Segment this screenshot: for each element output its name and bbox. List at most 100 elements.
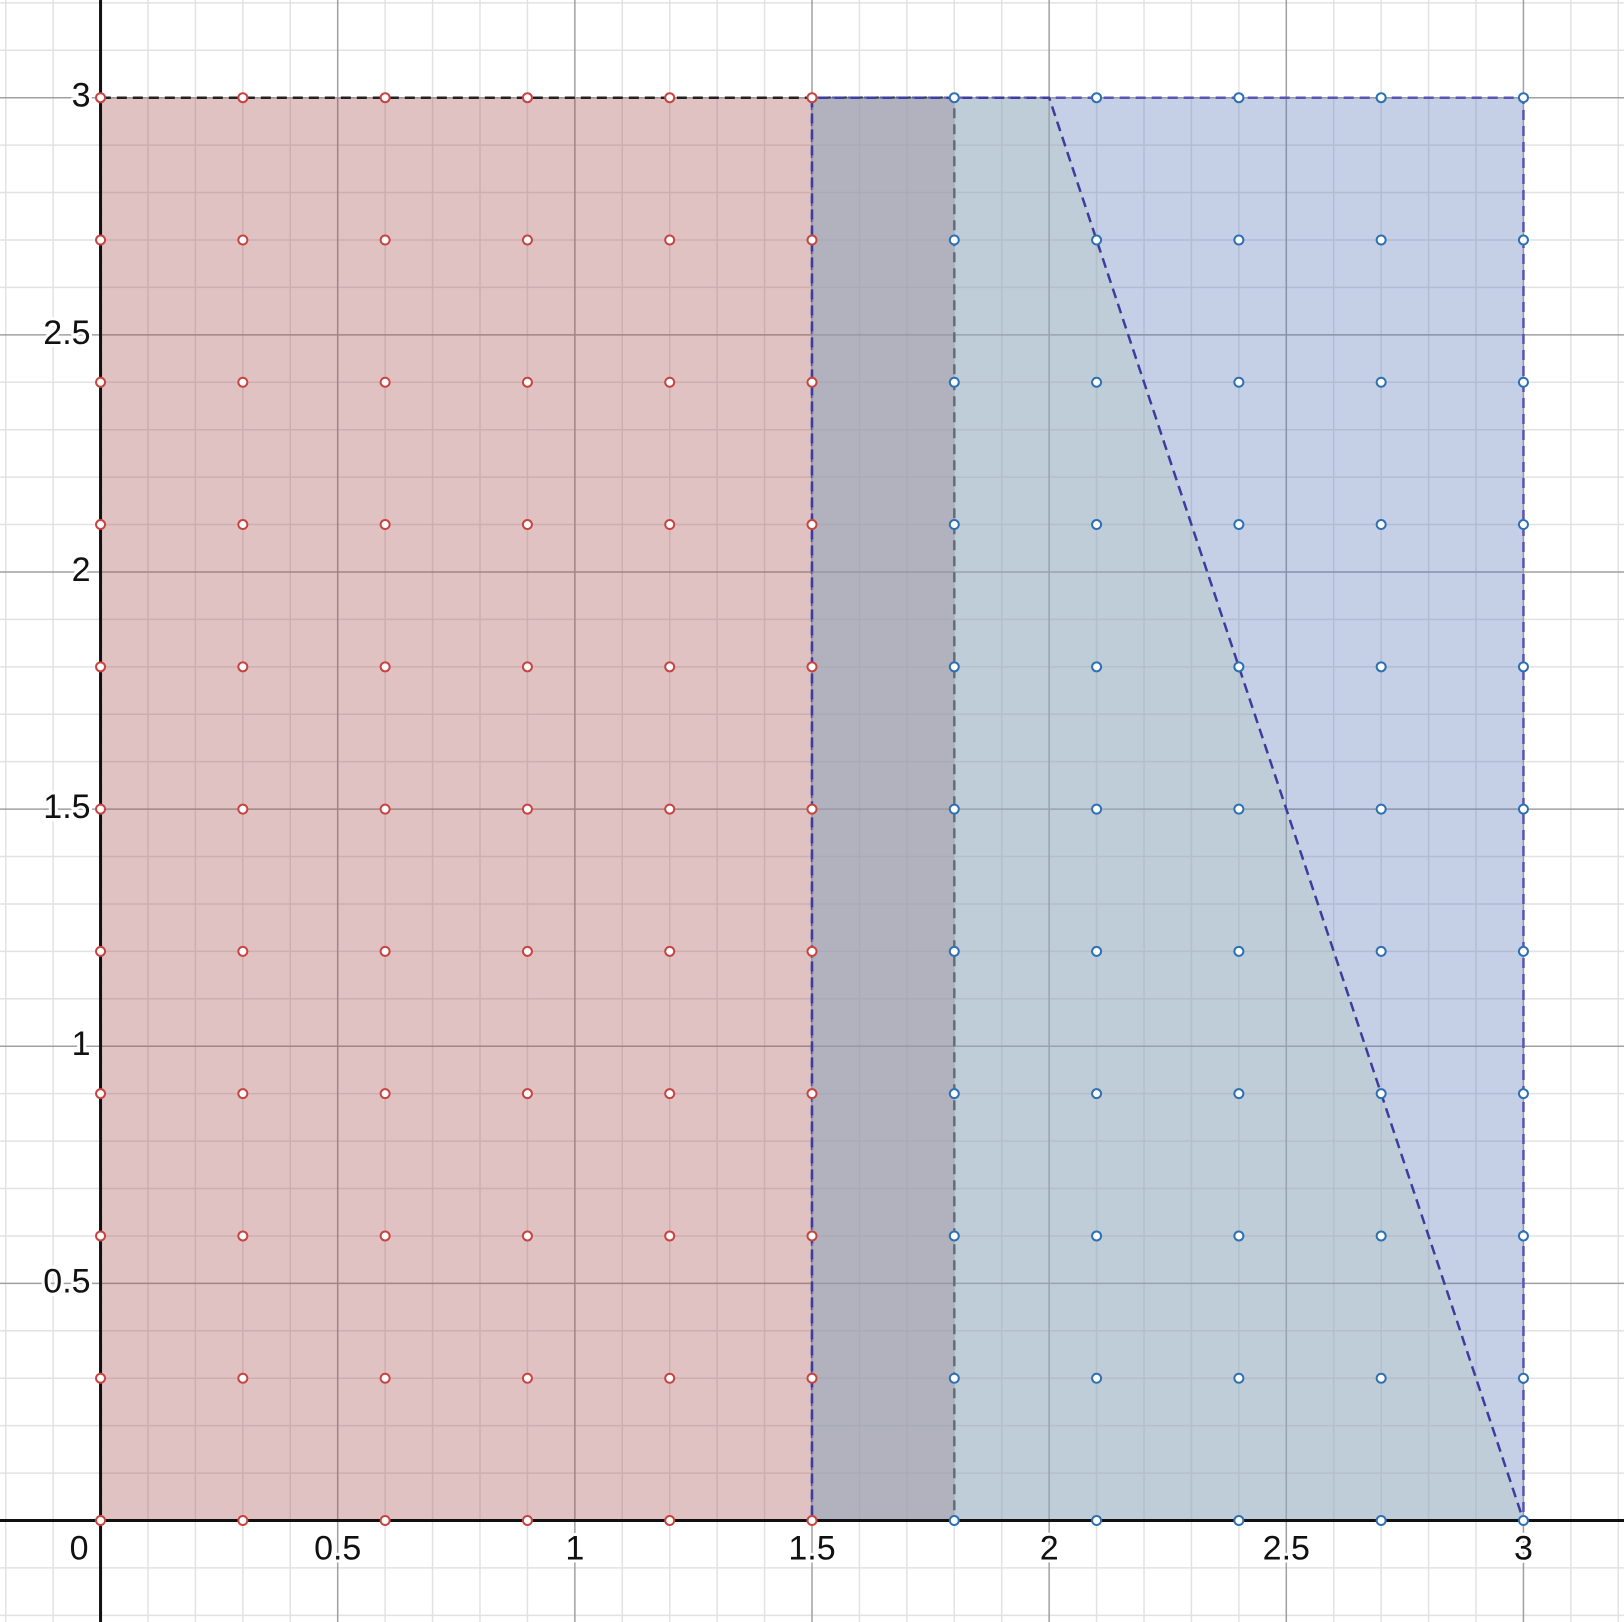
point	[1233, 945, 1245, 957]
point	[806, 1515, 818, 1527]
point	[664, 803, 676, 815]
point	[1517, 1088, 1529, 1100]
point	[379, 376, 391, 388]
point	[1517, 234, 1529, 246]
point	[948, 661, 960, 673]
point	[664, 1372, 676, 1384]
point	[664, 92, 676, 104]
y-tick-label: 2.5	[43, 314, 90, 352]
point	[521, 1372, 533, 1384]
point	[664, 519, 676, 531]
point	[237, 1230, 249, 1242]
point	[1233, 1230, 1245, 1242]
y-tick-label: 1	[72, 1025, 91, 1063]
point	[1375, 661, 1387, 673]
x-tick-label: 0.5	[314, 1529, 361, 1567]
y-tick-label: 3	[72, 77, 91, 115]
point	[1091, 803, 1103, 815]
point	[521, 661, 533, 673]
point	[1517, 945, 1529, 957]
point	[1517, 519, 1529, 531]
point	[806, 1372, 818, 1384]
point	[806, 661, 818, 673]
point	[806, 1230, 818, 1242]
point	[379, 1372, 391, 1384]
point	[379, 519, 391, 531]
point	[1233, 92, 1245, 104]
point	[95, 1230, 107, 1242]
point	[521, 1088, 533, 1100]
point	[664, 661, 676, 673]
point	[237, 803, 249, 815]
point	[1233, 376, 1245, 388]
point	[1375, 803, 1387, 815]
origin-label: 0	[70, 1529, 89, 1567]
point	[1091, 1372, 1103, 1384]
point	[237, 1088, 249, 1100]
point	[1375, 1230, 1387, 1242]
point	[521, 234, 533, 246]
point	[1091, 661, 1103, 673]
point	[948, 1372, 960, 1384]
point	[521, 945, 533, 957]
point	[521, 803, 533, 815]
point	[379, 92, 391, 104]
point	[237, 376, 249, 388]
x-tick-label: 3	[1514, 1529, 1533, 1567]
point	[379, 661, 391, 673]
point	[95, 234, 107, 246]
point	[95, 945, 107, 957]
point	[948, 945, 960, 957]
point	[1375, 92, 1387, 104]
point	[1233, 234, 1245, 246]
point	[1091, 1088, 1103, 1100]
point	[948, 92, 960, 104]
point	[95, 803, 107, 815]
x-tick-label: 1.5	[788, 1529, 835, 1567]
point	[948, 803, 960, 815]
point	[1517, 376, 1529, 388]
point	[1091, 92, 1103, 104]
point	[521, 519, 533, 531]
x-tick-label: 2.5	[1263, 1529, 1310, 1567]
point	[1517, 661, 1529, 673]
point	[664, 376, 676, 388]
x-tick-label: 2	[1040, 1529, 1059, 1567]
point	[664, 1088, 676, 1100]
point	[237, 92, 249, 104]
point	[1233, 519, 1245, 531]
point	[948, 234, 960, 246]
point	[1517, 92, 1529, 104]
y-tick-label: 2	[72, 551, 91, 589]
point	[1091, 1515, 1103, 1527]
point	[948, 519, 960, 531]
point	[379, 234, 391, 246]
point	[521, 376, 533, 388]
point	[95, 92, 107, 104]
point	[1517, 1230, 1529, 1242]
point	[1233, 1372, 1245, 1384]
point	[1375, 234, 1387, 246]
point	[379, 1088, 391, 1100]
point	[1091, 376, 1103, 388]
point	[806, 1088, 818, 1100]
point	[806, 92, 818, 104]
point	[1517, 803, 1529, 815]
point	[948, 1515, 960, 1527]
point	[664, 1230, 676, 1242]
point	[237, 519, 249, 531]
point	[948, 1230, 960, 1242]
point	[1091, 945, 1103, 957]
x-tick-label: 1	[565, 1529, 584, 1567]
point	[95, 661, 107, 673]
point	[1233, 803, 1245, 815]
point	[379, 945, 391, 957]
point	[237, 1515, 249, 1527]
point	[664, 234, 676, 246]
point	[379, 1515, 391, 1527]
point	[237, 234, 249, 246]
point	[237, 1372, 249, 1384]
point	[379, 1230, 391, 1242]
point	[806, 519, 818, 531]
